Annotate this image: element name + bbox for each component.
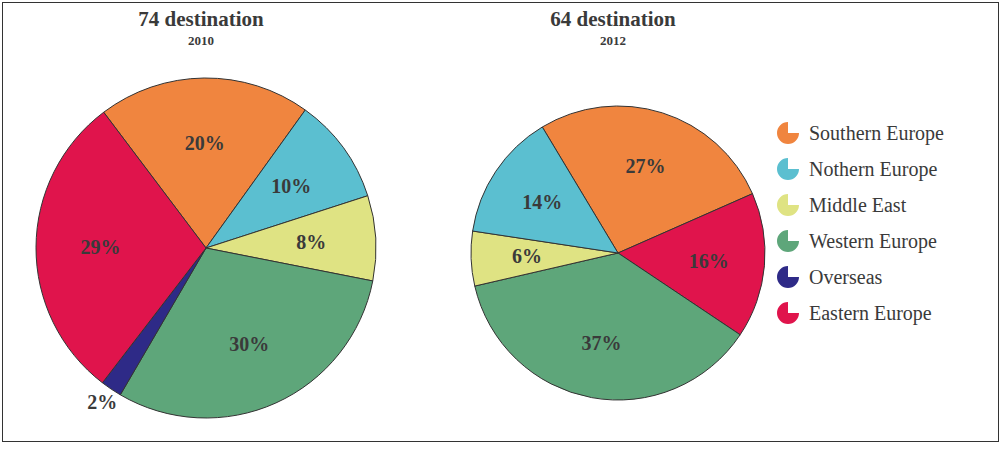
html-text:Middle East: Middle East [809, 193, 907, 216]
svg-text:10%: 10% [271, 175, 311, 197]
svg-text:8%: 8% [296, 231, 326, 253]
html-text:Western Europe: Western Europe [809, 229, 937, 252]
svg-text:2%: 2% [87, 391, 117, 413]
html-text:64 destination: 64 destination [550, 7, 676, 31]
svg-text:37%: 37% [582, 332, 622, 354]
svg-text:30%: 30% [229, 333, 269, 355]
html-text:2010: 2010 [188, 33, 214, 48]
html-text:Nothern Europe: Nothern Europe [809, 157, 938, 180]
html-text:Southern Europe: Southern Europe [809, 121, 944, 144]
html-text:2012: 2012 [600, 33, 626, 48]
svg-text:20%: 20% [185, 132, 225, 154]
svg-text:6%: 6% [512, 245, 542, 267]
html-text:Overseas: Overseas [809, 265, 883, 288]
svg-text:16%: 16% [689, 250, 729, 272]
svg-text:27%: 27% [626, 155, 666, 177]
html-text:74 destination: 74 destination [138, 7, 264, 31]
svg-text:29%: 29% [81, 236, 121, 258]
html-text:Eastern Europe: Eastern Europe [809, 301, 932, 324]
svg-text:14%: 14% [522, 191, 562, 213]
